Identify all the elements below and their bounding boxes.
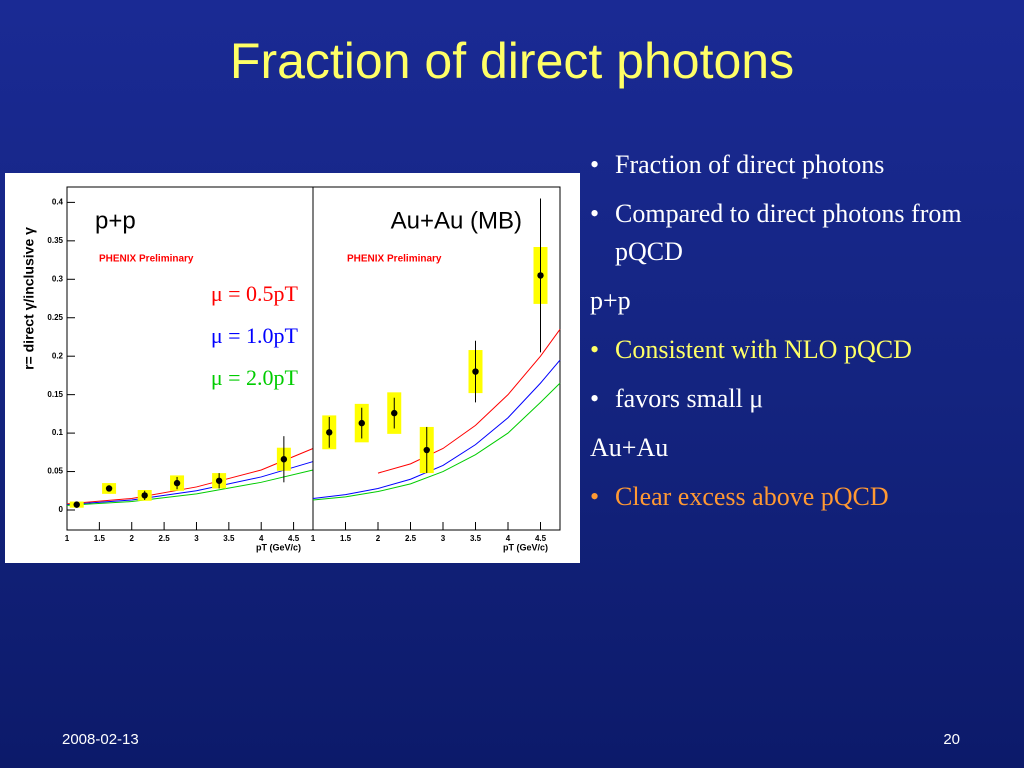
y-tick-label: 0.1 (52, 428, 64, 437)
data-point (141, 492, 148, 499)
data-point (472, 368, 479, 375)
x-tick-label: 2 (130, 534, 135, 543)
data-point (215, 477, 223, 484)
y-tick-label: 0.3 (52, 274, 64, 283)
data-point (423, 446, 430, 454)
bullet-item: p+p (590, 286, 631, 315)
data-point (173, 479, 181, 487)
legend-entry: μ = 2.0pT (211, 365, 299, 390)
panel-title: Au+Au (MB) (391, 207, 522, 234)
legend-entry: μ = 1.0pT (211, 323, 299, 348)
x-tick-label: 4.5 (288, 534, 300, 543)
x-tick-label: 3.5 (223, 534, 235, 543)
data-point (358, 419, 365, 427)
theory-curve (312, 382, 561, 501)
slide-title: Fraction of direct photons (230, 33, 794, 89)
footer-date: 2008-02-13 (62, 731, 139, 748)
theory-curve (377, 328, 561, 474)
annotation: PHENIX Preliminary (99, 254, 194, 265)
y-tick-label: 0.2 (52, 351, 64, 360)
page-number: 20 (943, 731, 960, 748)
bullet-item: favors small μ (590, 380, 1015, 418)
plot-frame (312, 186, 561, 531)
x-tick-label: 3.5 (470, 534, 482, 543)
data-point (280, 456, 288, 463)
x-tick-label: 2 (376, 534, 381, 543)
theory-curve (66, 469, 314, 506)
theory-curve (66, 461, 314, 506)
bullet-item: Compared to direct photons from pQCD (590, 195, 1015, 271)
data-point (105, 485, 113, 492)
bullet-item: Clear excess above pQCD (590, 478, 1015, 516)
x-axis-label: pT (GeV/c) (256, 542, 301, 552)
x-tick-label: 3 (194, 534, 199, 543)
y-tick-label: 0.4 (52, 197, 64, 206)
data-point (73, 501, 80, 508)
x-tick-label: 2.5 (405, 534, 417, 543)
y-tick-label: 0.25 (47, 313, 63, 322)
x-tick-label: 4 (259, 534, 264, 543)
theory-curve (312, 359, 561, 499)
x-tick-label: 1 (65, 534, 70, 543)
x-tick-label: 1.5 (94, 534, 106, 543)
y-tick-label: 0.05 (47, 467, 63, 476)
plot-background (5, 173, 580, 563)
bullet-list: Fraction of direct photons Compared to di… (590, 146, 1015, 527)
y-tick-label: 0.35 (47, 236, 63, 245)
x-tick-label: 2.5 (159, 534, 171, 543)
data-point (391, 409, 398, 417)
data-point (326, 429, 333, 436)
x-axis-label: pT (GeV/c) (503, 542, 548, 552)
y-tick-label: 0.15 (47, 390, 63, 399)
x-tick-label: 1 (311, 534, 316, 543)
panel-title: p+p (95, 207, 136, 234)
x-tick-label: 1.5 (340, 534, 352, 543)
annotation: PHENIX Preliminary (347, 254, 442, 265)
x-tick-label: 4 (506, 534, 511, 543)
legend-entry: μ = 0.5pT (211, 281, 299, 306)
data-point (537, 272, 544, 279)
x-tick-label: 3 (441, 534, 446, 543)
y-axis-label: r= direct γ/inclusive γ (21, 227, 37, 370)
x-tick-label: 4.5 (535, 534, 547, 543)
y-tick-label: 0 (59, 505, 64, 514)
bullet-item: Au+Au (590, 433, 669, 462)
bullet-item: Fraction of direct photons (590, 146, 1015, 184)
bullet-item: Consistent with NLO pQCD (590, 331, 1015, 369)
